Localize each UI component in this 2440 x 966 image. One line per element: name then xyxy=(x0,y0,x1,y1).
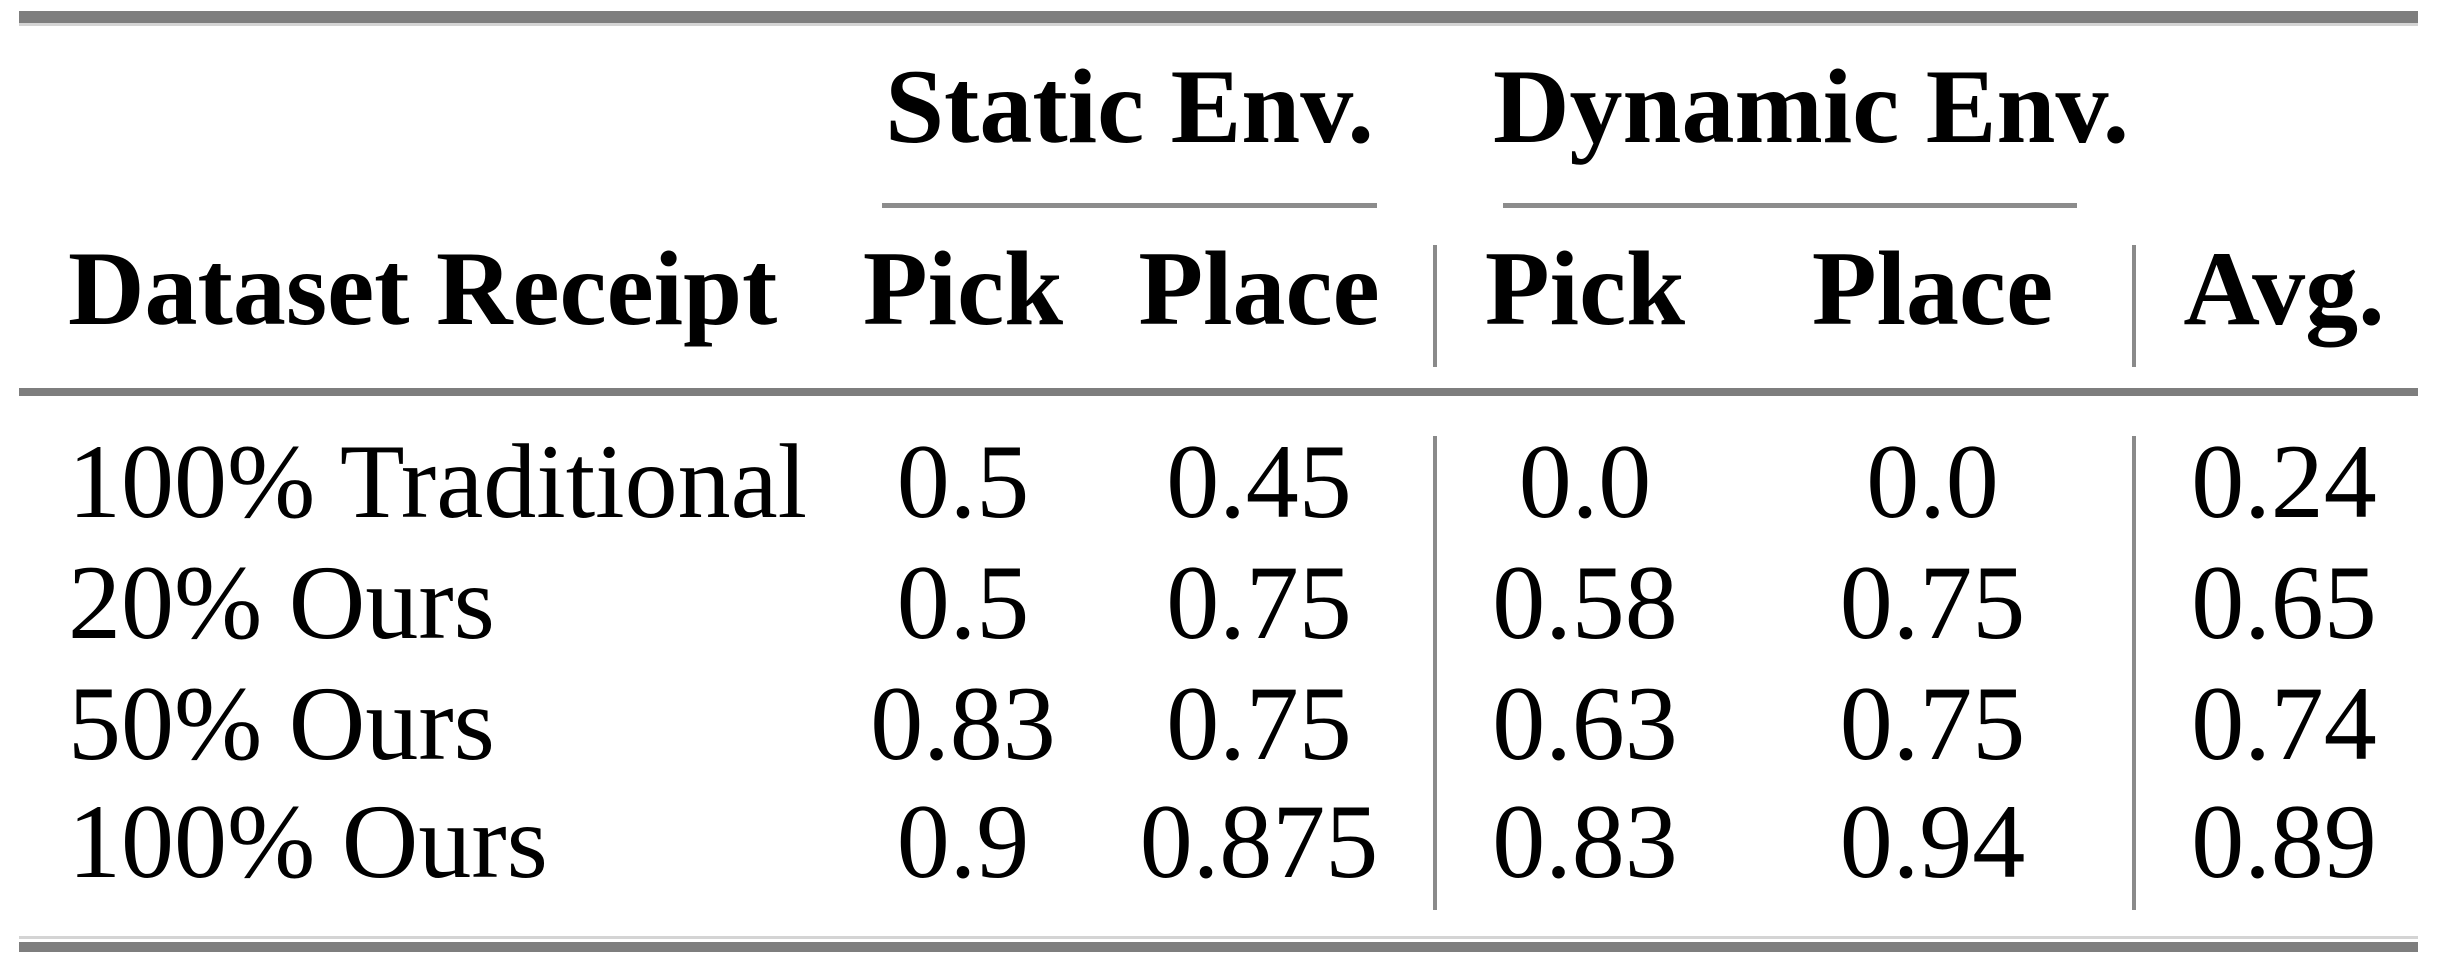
cell-dynamic-pick: 0.0 xyxy=(1518,423,1652,540)
cell-static-place: 0.75 xyxy=(1166,665,1352,782)
header-dynamic-pick: Pick xyxy=(1484,230,1686,347)
cell-dataset-label: 20% Ours xyxy=(68,544,495,661)
cell-static-pick: 0.5 xyxy=(896,544,1030,661)
cell-avg: 0.24 xyxy=(2191,423,2377,540)
cell-static-pick: 0.5 xyxy=(896,423,1030,540)
cell-dynamic-place: 0.0 xyxy=(1866,423,1999,540)
cell-dynamic-pick: 0.63 xyxy=(1492,665,1678,782)
bottom-rule xyxy=(19,942,2418,952)
header-dynamic-place: Place xyxy=(1811,230,2054,347)
cell-dynamic-place: 0.94 xyxy=(1839,783,2026,900)
cmidrule-static-env xyxy=(882,203,1377,208)
column-group-dynamic-env: Dynamic Env. xyxy=(1493,48,2130,165)
cell-static-pick: 0.83 xyxy=(870,665,1056,782)
header-divider-dynamic-avg xyxy=(2132,245,2136,367)
cell-dynamic-place: 0.75 xyxy=(1839,544,2026,661)
cell-avg: 0.65 xyxy=(2191,544,2377,661)
cell-avg: 0.74 xyxy=(2191,665,2377,782)
cell-static-pick: 0.9 xyxy=(896,783,1030,900)
header-static-pick: Pick xyxy=(862,230,1064,347)
header-rule xyxy=(19,388,2418,396)
cell-static-place: 0.875 xyxy=(1139,783,1379,900)
cell-dynamic-pick: 0.58 xyxy=(1492,544,1678,661)
cell-dynamic-pick: 0.83 xyxy=(1492,783,1678,900)
body-divider-static-dynamic xyxy=(1433,436,1437,910)
cell-dynamic-place: 0.75 xyxy=(1839,665,2026,782)
bottom-rule-shadow xyxy=(19,936,2418,939)
cell-dataset-label: 50% Ours xyxy=(68,665,495,782)
cell-avg: 0.89 xyxy=(2191,783,2377,900)
column-group-static-env: Static Env. xyxy=(885,48,1374,165)
header-dataset-receipt: Dataset Receipt xyxy=(68,230,778,347)
top-rule xyxy=(19,11,2418,23)
cmidrule-dynamic-env xyxy=(1503,203,2077,208)
top-rule-shadow xyxy=(19,23,2418,26)
header-static-place: Place xyxy=(1138,230,1380,347)
cell-dataset-label: 100% Traditional xyxy=(68,423,808,540)
cell-dataset-label: 100% Ours xyxy=(68,783,548,900)
header-divider-static-dynamic xyxy=(1433,245,1437,367)
body-divider-dynamic-avg xyxy=(2132,436,2136,910)
header-avg: Avg. xyxy=(2183,230,2385,347)
cell-static-place: 0.75 xyxy=(1166,544,1352,661)
cell-static-place: 0.45 xyxy=(1166,423,1352,540)
